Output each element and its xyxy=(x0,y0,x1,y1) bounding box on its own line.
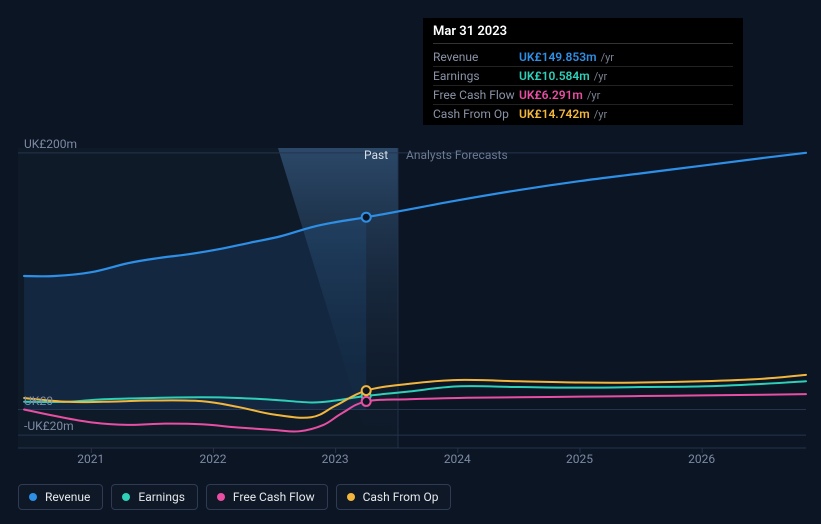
tooltip-row-value: UK£149.853m xyxy=(519,50,597,64)
tooltip-row: Cash From OpUK£14.742m/yr xyxy=(433,105,733,123)
forecast-chart: Past Analysts Forecasts Mar 31 2023 Reve… xyxy=(0,0,821,524)
tooltip-row-unit: /yr xyxy=(587,89,600,102)
legend-item-label: Earnings xyxy=(138,490,185,504)
x-axis-label: 2023 xyxy=(322,452,349,466)
y-axis-label: -UK£20m xyxy=(24,419,74,433)
x-axis-label: 2022 xyxy=(199,452,226,466)
tooltip-row: Free Cash FlowUK£6.291m/yr xyxy=(433,86,733,105)
legend-dot-icon xyxy=(347,493,355,501)
legend-item-cfo[interactable]: Cash From Op xyxy=(336,484,452,510)
legend-dot-icon xyxy=(29,493,37,501)
legend-item-label: Free Cash Flow xyxy=(233,490,315,504)
y-axis-label: UK£200m xyxy=(24,137,77,151)
tooltip-row-value: UK£6.291m xyxy=(519,88,583,102)
legend-dot-icon xyxy=(122,493,130,501)
forecast-label: Analysts Forecasts xyxy=(406,148,508,162)
legend-dot-icon xyxy=(217,493,225,501)
chart-tooltip: Mar 31 2023 RevenueUK£149.853m/yrEarning… xyxy=(423,18,743,125)
tooltip-row-unit: /yr xyxy=(601,51,614,64)
tooltip-row-unit: /yr xyxy=(594,70,607,83)
tooltip-row-value: UK£14.742m xyxy=(519,107,590,121)
legend-item-label: Cash From Op xyxy=(363,490,439,504)
tooltip-row-label: Free Cash Flow xyxy=(433,88,519,102)
chart-legend: Revenue Earnings Free Cash Flow Cash From O… xyxy=(18,484,451,510)
tooltip-row-label: Earnings xyxy=(433,69,519,83)
tooltip-row: EarningsUK£10.584m/yr xyxy=(433,67,733,86)
legend-item-earnings[interactable]: Earnings xyxy=(111,484,198,510)
tooltip-title: Mar 31 2023 xyxy=(433,24,733,44)
x-axis-label: 2026 xyxy=(688,452,715,466)
tooltip-row-value: UK£10.584m xyxy=(519,69,590,83)
y-axis-label: UK£0 xyxy=(24,394,53,408)
x-axis-label: 2021 xyxy=(77,452,104,466)
legend-item-label: Revenue xyxy=(45,490,90,504)
x-axis-label: 2024 xyxy=(444,452,471,466)
tooltip-row-label: Cash From Op xyxy=(433,107,519,121)
legend-item-revenue[interactable]: Revenue xyxy=(18,484,103,510)
tooltip-row-unit: /yr xyxy=(594,108,607,121)
tooltip-row-label: Revenue xyxy=(433,50,519,64)
x-axis-label: 2025 xyxy=(566,452,593,466)
legend-item-fcf[interactable]: Free Cash Flow xyxy=(206,484,328,510)
past-label: Past xyxy=(364,148,388,162)
tooltip-row: RevenueUK£149.853m/yr xyxy=(433,48,733,67)
